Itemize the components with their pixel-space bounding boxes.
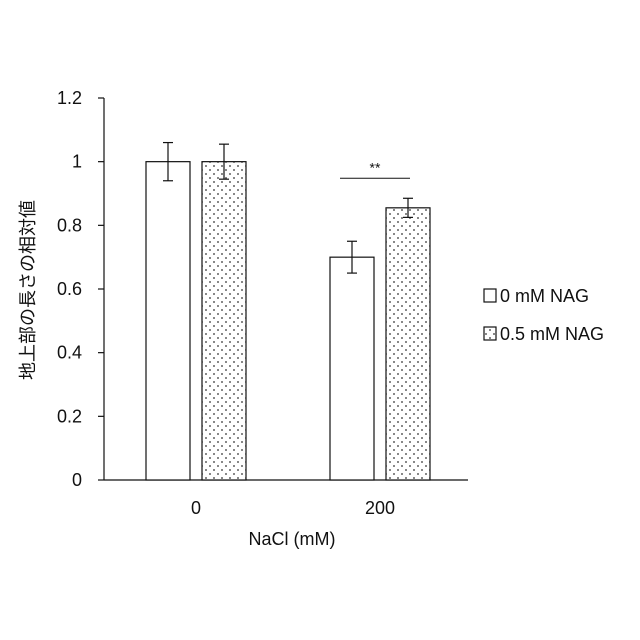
y-axis-title: 地上部の長さの相対値 xyxy=(18,200,38,380)
y-tick-label: 0.6 xyxy=(57,279,82,299)
legend-swatch xyxy=(484,289,496,302)
legend-label: 0.5 mM NAG xyxy=(500,324,604,344)
legend-swatch xyxy=(484,327,496,340)
y-tick-label: 1.2 xyxy=(57,88,82,108)
legend: 0 mM NAG 0.5 mM NAG xyxy=(484,286,604,344)
significance-label: ** xyxy=(370,159,381,175)
x-tick-label: 200 xyxy=(365,498,395,518)
bar xyxy=(202,162,246,480)
plot-area: 0 0.2 0.4 0.6 0.8 1 1.2 0 200 ** xyxy=(57,88,468,518)
y-tick-label: 0.2 xyxy=(57,406,82,426)
bar xyxy=(146,162,190,480)
y-tick-label: 1 xyxy=(72,152,82,172)
legend-label: 0 mM NAG xyxy=(500,286,589,306)
y-tick-label: 0 xyxy=(72,470,82,490)
bar xyxy=(330,257,374,480)
y-tick-label: 0.8 xyxy=(57,215,82,235)
x-tick-label: 0 xyxy=(191,498,201,518)
y-tick-label: 0.4 xyxy=(57,343,82,363)
x-axis-title: NaCl (mM) xyxy=(249,529,336,549)
bar xyxy=(386,208,430,480)
